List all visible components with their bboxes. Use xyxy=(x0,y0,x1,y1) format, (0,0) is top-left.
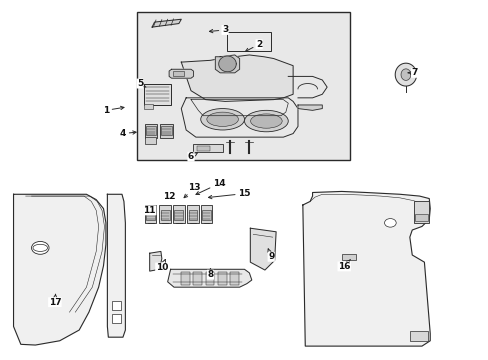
Circle shape xyxy=(384,219,395,227)
Bar xyxy=(413,202,428,223)
Text: 11: 11 xyxy=(143,206,156,215)
Bar xyxy=(193,144,222,152)
Bar xyxy=(173,71,183,76)
Circle shape xyxy=(31,242,49,254)
Text: 5: 5 xyxy=(137,79,145,88)
Bar xyxy=(144,137,155,144)
Text: 12: 12 xyxy=(163,192,175,201)
Text: 17: 17 xyxy=(48,294,61,307)
Text: 14: 14 xyxy=(196,179,225,194)
Text: 1: 1 xyxy=(102,106,124,115)
Bar xyxy=(414,214,427,221)
Polygon shape xyxy=(215,55,239,73)
Bar xyxy=(159,205,171,223)
Text: 3: 3 xyxy=(209,26,228,35)
Bar xyxy=(173,205,184,223)
Text: 15: 15 xyxy=(208,189,250,199)
Polygon shape xyxy=(107,194,125,337)
Ellipse shape xyxy=(33,244,47,251)
Bar xyxy=(112,301,121,310)
Polygon shape xyxy=(181,55,292,102)
Ellipse shape xyxy=(250,114,282,128)
Polygon shape xyxy=(218,56,236,72)
Bar xyxy=(145,126,156,135)
Polygon shape xyxy=(297,105,322,111)
Bar xyxy=(181,272,190,285)
Bar xyxy=(160,124,172,138)
Bar xyxy=(143,84,170,105)
Polygon shape xyxy=(169,69,193,78)
Bar xyxy=(174,210,183,220)
Bar xyxy=(202,210,210,220)
Bar xyxy=(229,272,238,285)
Polygon shape xyxy=(167,269,251,287)
Bar xyxy=(144,205,156,223)
Bar xyxy=(188,210,197,220)
Text: 8: 8 xyxy=(207,269,213,279)
Polygon shape xyxy=(181,98,297,137)
Bar xyxy=(201,205,212,223)
Polygon shape xyxy=(14,194,106,345)
Bar xyxy=(144,124,157,138)
Bar xyxy=(197,147,210,151)
Polygon shape xyxy=(394,63,416,86)
Polygon shape xyxy=(400,69,410,80)
Bar xyxy=(217,272,226,285)
Bar xyxy=(161,210,169,220)
Text: 10: 10 xyxy=(155,260,168,272)
Text: 6: 6 xyxy=(187,152,197,161)
Bar xyxy=(161,126,171,135)
Bar xyxy=(409,332,427,342)
Bar xyxy=(112,314,121,323)
Bar xyxy=(341,254,356,260)
Polygon shape xyxy=(152,19,181,27)
Text: 2: 2 xyxy=(245,40,262,51)
Text: 9: 9 xyxy=(267,249,274,261)
Ellipse shape xyxy=(206,112,238,126)
Bar xyxy=(205,272,214,285)
Polygon shape xyxy=(250,228,276,270)
Text: 16: 16 xyxy=(337,260,350,271)
Bar xyxy=(187,205,199,223)
Bar xyxy=(193,272,202,285)
Ellipse shape xyxy=(201,109,244,130)
Bar xyxy=(146,210,155,220)
Polygon shape xyxy=(149,251,162,271)
Bar xyxy=(143,104,152,109)
Text: 4: 4 xyxy=(120,129,136,138)
Polygon shape xyxy=(302,192,429,346)
Bar xyxy=(136,12,350,160)
Text: 7: 7 xyxy=(407,68,417,77)
Text: 13: 13 xyxy=(183,183,200,198)
Bar xyxy=(227,32,271,51)
Ellipse shape xyxy=(244,111,287,132)
